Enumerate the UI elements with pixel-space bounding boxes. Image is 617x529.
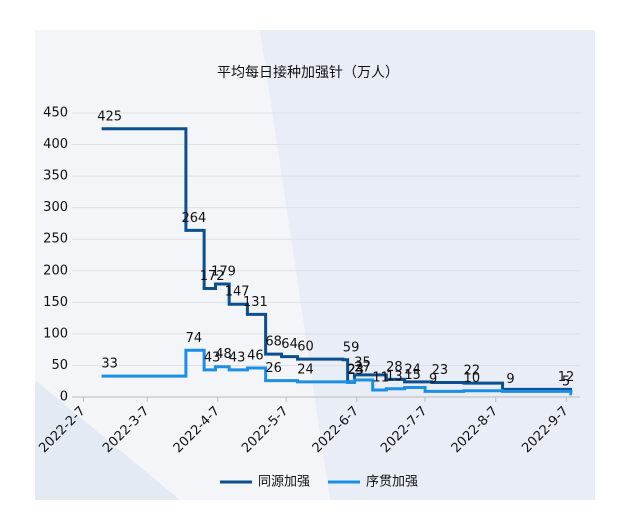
- data-label: 74: [186, 331, 203, 346]
- data-label: 35: [354, 355, 371, 370]
- y-tick-label: 300: [43, 200, 68, 215]
- data-label: 13: [386, 369, 403, 384]
- data-label: 43: [229, 350, 246, 365]
- data-label: 15: [404, 368, 421, 383]
- data-label: 9: [506, 372, 514, 387]
- background-shape: [35, 380, 180, 500]
- y-tick-label: 350: [43, 169, 68, 184]
- data-label: 264: [181, 211, 206, 226]
- data-label: 23: [347, 363, 364, 378]
- data-label: 24: [404, 362, 421, 377]
- data-label: 147: [225, 285, 250, 300]
- y-tick-label: 50: [51, 358, 68, 373]
- data-label: 9: [429, 372, 437, 387]
- y-tick-label: 150: [43, 295, 68, 310]
- data-label: 11: [372, 371, 389, 386]
- y-tick-label: 250: [43, 232, 68, 247]
- y-tick-label: 450: [43, 106, 68, 121]
- data-label: 26: [265, 361, 282, 376]
- data-label: 46: [247, 348, 264, 363]
- data-label: 27: [354, 360, 371, 375]
- data-label: 425: [97, 109, 122, 124]
- data-label: 33: [101, 357, 118, 372]
- y-tick-label: 100: [43, 326, 68, 341]
- data-label: 68: [265, 335, 282, 350]
- data-label: 23: [432, 363, 449, 378]
- data-label: 172: [200, 269, 225, 284]
- data-label: 24: [347, 362, 364, 377]
- y-tick-label: 200: [43, 263, 68, 278]
- y-tick-label: 400: [43, 137, 68, 152]
- data-label: 5: [562, 374, 570, 389]
- data-label: 10: [464, 371, 481, 386]
- data-label: 48: [215, 347, 232, 362]
- data-label: 22: [464, 364, 481, 379]
- data-label: 12: [558, 370, 575, 385]
- legend-label: 序贯加强: [366, 475, 418, 490]
- data-label: 64: [281, 337, 298, 352]
- series-line: [101, 127, 572, 391]
- series-line: [101, 348, 573, 396]
- data-label: 179: [211, 265, 236, 280]
- data-label: 131: [243, 295, 268, 310]
- data-label: 24: [297, 362, 314, 377]
- legend-label: 同源加强: [258, 475, 310, 490]
- data-label: 28: [386, 360, 403, 375]
- data-label: 43: [204, 350, 221, 365]
- y-tick-label: 0: [60, 390, 68, 405]
- data-label: 59: [343, 340, 360, 355]
- data-label: 60: [297, 340, 314, 355]
- chart-title: 平均每日接种加强针（万人）: [217, 64, 399, 81]
